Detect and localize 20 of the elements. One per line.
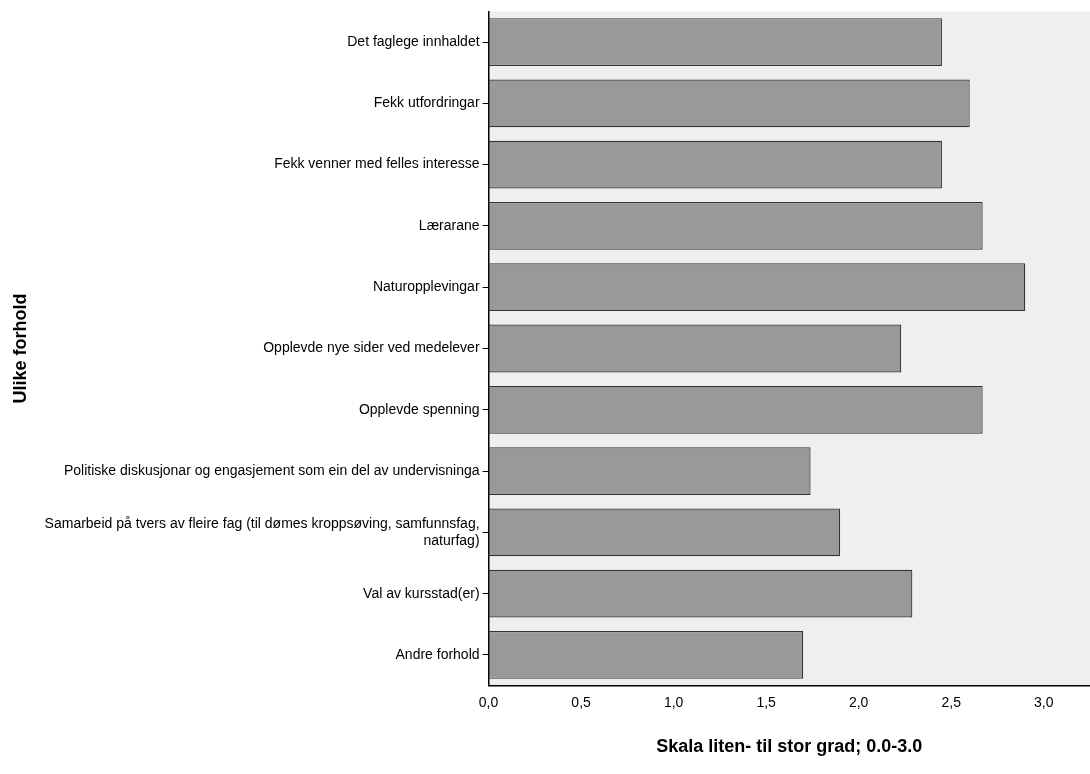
x-tick-label: 3,0 — [1034, 693, 1054, 710]
x-tick-label: 1,5 — [756, 693, 777, 710]
y-tick-label: Fekk venner med felles interesse — [274, 155, 480, 172]
y-tick-label: Naturopplevingar — [372, 278, 480, 295]
y-tick-label: Fekk utfordringar — [373, 94, 480, 111]
y-tick-label: Lærarane — [418, 216, 480, 233]
y-tick-label: Opplevde spenning — [358, 400, 480, 417]
y-tick-label: Det faglege innhaldet — [347, 32, 480, 49]
x-tick-label: 2,5 — [941, 693, 962, 710]
y-tick-label: Samarbeid på tvers av fleire fag (til dømes kroppsøving, samfunnsfag, naturfag) — [44, 514, 480, 548]
y-tick-label: Politiske diskusjonar og engasjement som ein del av undervisninga — [63, 461, 480, 478]
x-tick-label: 1,0 — [663, 693, 684, 710]
y-tick-label: Val av kursstad(er) — [363, 584, 480, 601]
x-axis-title: Skala liten- til stor grad; 0.0-3.0 — [656, 736, 923, 757]
x-tick-label: 2,0 — [848, 693, 869, 710]
y-tick-label: Andre forhold — [395, 645, 480, 662]
x-tick-label: 0,5 — [571, 693, 592, 710]
y-axis-title: Ulike forhold — [9, 293, 30, 404]
x-tick-label: 0,0 — [478, 693, 499, 710]
y-tick-label: Opplevde nye sider ved medelever — [263, 339, 480, 356]
